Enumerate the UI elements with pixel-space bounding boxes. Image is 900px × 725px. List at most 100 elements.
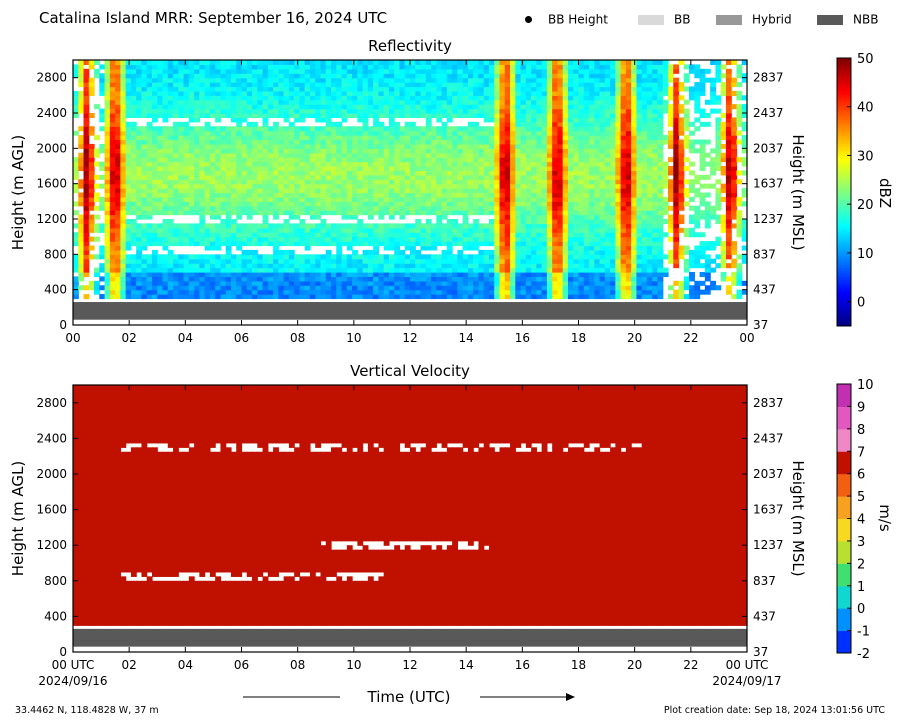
- y-tick-label: 1200: [36, 212, 67, 226]
- colorbar-label: m/s: [876, 504, 894, 532]
- legend-label: BB: [674, 12, 691, 27]
- colorbar-tick-label: 0: [857, 296, 865, 311]
- y-tick-label: 400: [44, 609, 67, 623]
- colorbar-label: dBZ: [876, 178, 894, 208]
- colorbar-tick-label: 0: [857, 602, 865, 617]
- y-right-tick-label: 1637: [753, 503, 784, 517]
- y-tick-label: 1600: [36, 503, 67, 517]
- end-date: 2024/09/17: [712, 674, 781, 688]
- x-tick-label: 00: [739, 331, 754, 345]
- colorbar-tick-label: 40: [857, 101, 874, 116]
- nbb-bar: [73, 628, 747, 647]
- legend-item-nbb: NBB: [817, 12, 878, 27]
- colorbar-tick-label: 10: [857, 378, 874, 393]
- y-tick-label: 2000: [36, 141, 67, 155]
- y-tick-label: 0: [59, 318, 67, 332]
- colorbar-tick-label: 9: [857, 400, 865, 415]
- x-tick-label: 12: [402, 658, 417, 672]
- x-tick-label: 10: [346, 331, 361, 345]
- y-right-tick-label: 2837: [753, 71, 784, 85]
- x-tick-label: 16: [515, 331, 530, 345]
- x-tick-label: 18: [571, 331, 586, 345]
- x-tick-label: 04: [178, 658, 193, 672]
- time-axis-label: Time (UTC): [243, 688, 575, 706]
- y-right-tick-label: 837: [753, 247, 776, 261]
- y-right-tick-label: 837: [753, 574, 776, 588]
- colorbar-tick-label: 1: [857, 580, 865, 595]
- legend-item-bb-height: BB Height: [525, 12, 608, 27]
- x-tick-label: 20: [627, 331, 642, 345]
- y-right-tick-label: 2037: [753, 467, 784, 481]
- legend-item-hybrid: Hybrid: [716, 12, 792, 27]
- colorbar-tick-label: -2: [857, 647, 870, 662]
- y-tick-label: 2800: [36, 396, 67, 410]
- colorbar-tick-label: 5: [857, 490, 865, 505]
- colorbar-tick-label: 50: [857, 52, 874, 67]
- y-tick-label: 2000: [36, 467, 67, 481]
- x-tick-label: 06: [234, 658, 249, 672]
- swatch-marker-icon: [716, 14, 742, 25]
- y-tick-label: 800: [44, 574, 67, 588]
- x-tick-label: 00 UTC: [52, 658, 95, 672]
- y-right-tick-label: 437: [753, 283, 776, 297]
- x-tick-label: 20: [627, 658, 642, 672]
- x-tick-label: 00 UTC: [726, 658, 769, 672]
- y-right-tick-label: 437: [753, 609, 776, 623]
- start-date: 2024/09/16: [38, 674, 107, 688]
- y-tick-label: 1600: [36, 177, 67, 191]
- y-right-tick-label: 1237: [753, 538, 784, 552]
- velocity-panel: 0 400 800 1200 1600 2000 2400 2800 37 437 837 1237 1…: [9, 362, 807, 688]
- x-tick-label: 14: [459, 331, 474, 345]
- y-right-tick-label: 37: [753, 645, 768, 659]
- x-tick-label: 12: [402, 331, 417, 345]
- legend-label: Hybrid: [752, 12, 792, 27]
- swatch-marker-icon: [817, 14, 843, 25]
- x-tick-label: 00: [65, 331, 80, 345]
- panel-title: Vertical Velocity: [350, 362, 470, 380]
- nbb-bar: [73, 302, 747, 320]
- x-tick-label: 02: [122, 658, 137, 672]
- x-tick-label: 18: [571, 658, 586, 672]
- colorbar-tick-label: 2: [857, 557, 865, 572]
- x-tick-label: 10: [346, 658, 361, 672]
- legend-label: NBB: [853, 12, 879, 27]
- colorbar-tick-label: 6: [857, 468, 865, 483]
- y-tick-label: 2800: [36, 71, 67, 85]
- colorbar-tick-label: 10: [857, 247, 874, 262]
- y-tick-label: 0: [59, 645, 67, 659]
- y-right-tick-label: 37: [753, 318, 768, 332]
- reflectivity-panel: 0400800120016002000240028003743783712371…: [9, 37, 807, 345]
- x-tick-label: 06: [234, 331, 249, 345]
- heatmap-cells: [73, 60, 748, 300]
- y-axis-label: Height (m AGL): [9, 461, 27, 576]
- x-tick-label: 08: [290, 658, 305, 672]
- y-right-tick-label: 2437: [753, 431, 784, 445]
- y-right-axis-label: Height (m MSL): [789, 134, 807, 250]
- dot-marker-icon: [525, 16, 532, 23]
- y-right-axis-label: Height (m MSL): [789, 460, 807, 576]
- x-tick-label: 22: [683, 658, 698, 672]
- colorbar-tick-label: 3: [857, 535, 865, 550]
- colorbar-tick-label: -1: [857, 625, 870, 640]
- y-tick-label: 1200: [36, 538, 67, 552]
- x-tick-label: 14: [459, 658, 474, 672]
- panel-title: Reflectivity: [368, 37, 452, 55]
- page-title: Catalina Island MRR: September 16, 2024 …: [39, 9, 388, 27]
- location-text: 33.4462 N, 118.4828 W, 37 m: [15, 705, 159, 716]
- reflectivity-colorbar: 0 10 20 30 40 50 dBZ: [836, 52, 894, 327]
- y-tick-label: 2400: [36, 106, 67, 120]
- y-tick-label: 2400: [36, 431, 67, 445]
- x-tick-label: 04: [178, 331, 193, 345]
- y-right-tick-label: 1637: [753, 177, 784, 191]
- colorbar-tick-label: 8: [857, 423, 865, 438]
- x-tick-label: 08: [290, 331, 305, 345]
- colorbar-tick-label: 20: [857, 198, 874, 213]
- x-tick-label: 22: [683, 331, 698, 345]
- velocity-colorbar: -2 -1 0 1 2 3 4 5 6 7 8 9 10 m/s: [836, 378, 894, 662]
- y-axis-label: Height (m AGL): [9, 135, 27, 250]
- legend-item-bb: BB: [638, 12, 690, 27]
- y-tick-label: 400: [44, 283, 67, 297]
- x-axis-label: Time (UTC): [367, 688, 451, 706]
- y-tick-label: 800: [44, 247, 67, 261]
- x-tick-label: 16: [515, 658, 530, 672]
